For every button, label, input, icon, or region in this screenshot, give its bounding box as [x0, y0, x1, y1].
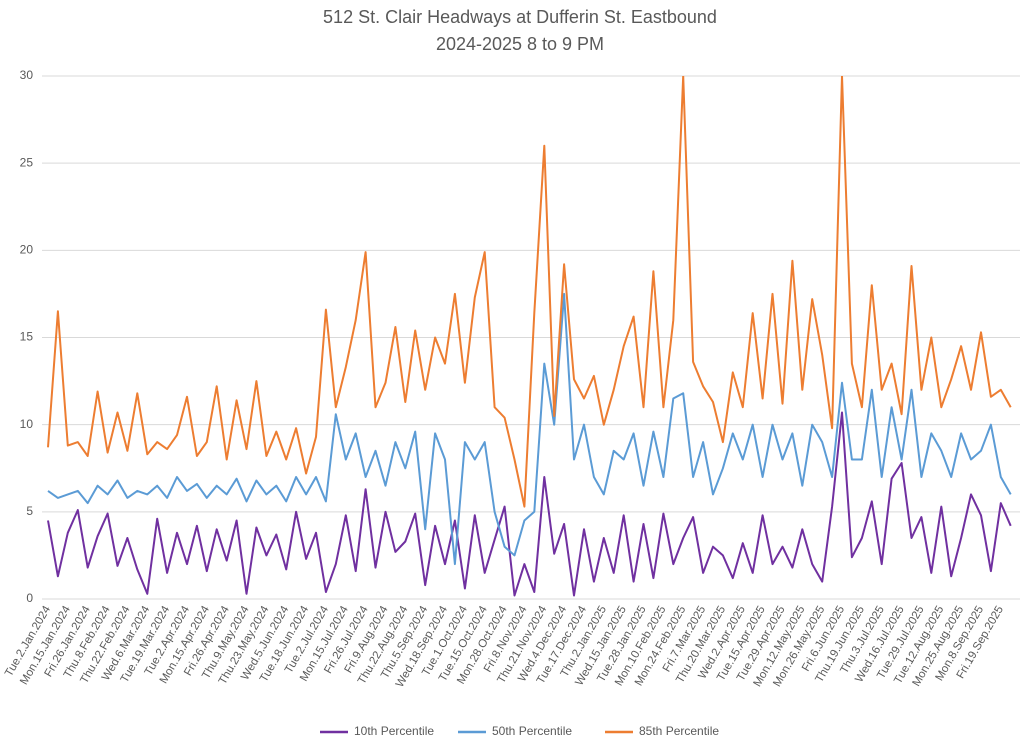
- legend-label: 50th Percentile: [492, 724, 572, 738]
- series-line: [47, 76, 1012, 508]
- chart-title: 512 St. Clair Headways at Dufferin St. E…: [323, 7, 717, 27]
- series-line: [47, 292, 1012, 566]
- y-tick-label: 30: [20, 68, 34, 82]
- y-tick-label: 5: [26, 504, 33, 518]
- y-tick-label: 0: [26, 591, 33, 605]
- y-tick-label: 10: [20, 417, 34, 431]
- legend-label: 85th Percentile: [639, 724, 719, 738]
- legend-label: 10th Percentile: [354, 724, 434, 738]
- series-line: [47, 411, 1012, 597]
- y-tick-label: 15: [20, 330, 34, 344]
- chart-subtitle: 2024-2025 8 to 9 PM: [436, 34, 604, 54]
- y-tick-label: 25: [20, 155, 34, 169]
- y-tick-label: 20: [20, 243, 34, 257]
